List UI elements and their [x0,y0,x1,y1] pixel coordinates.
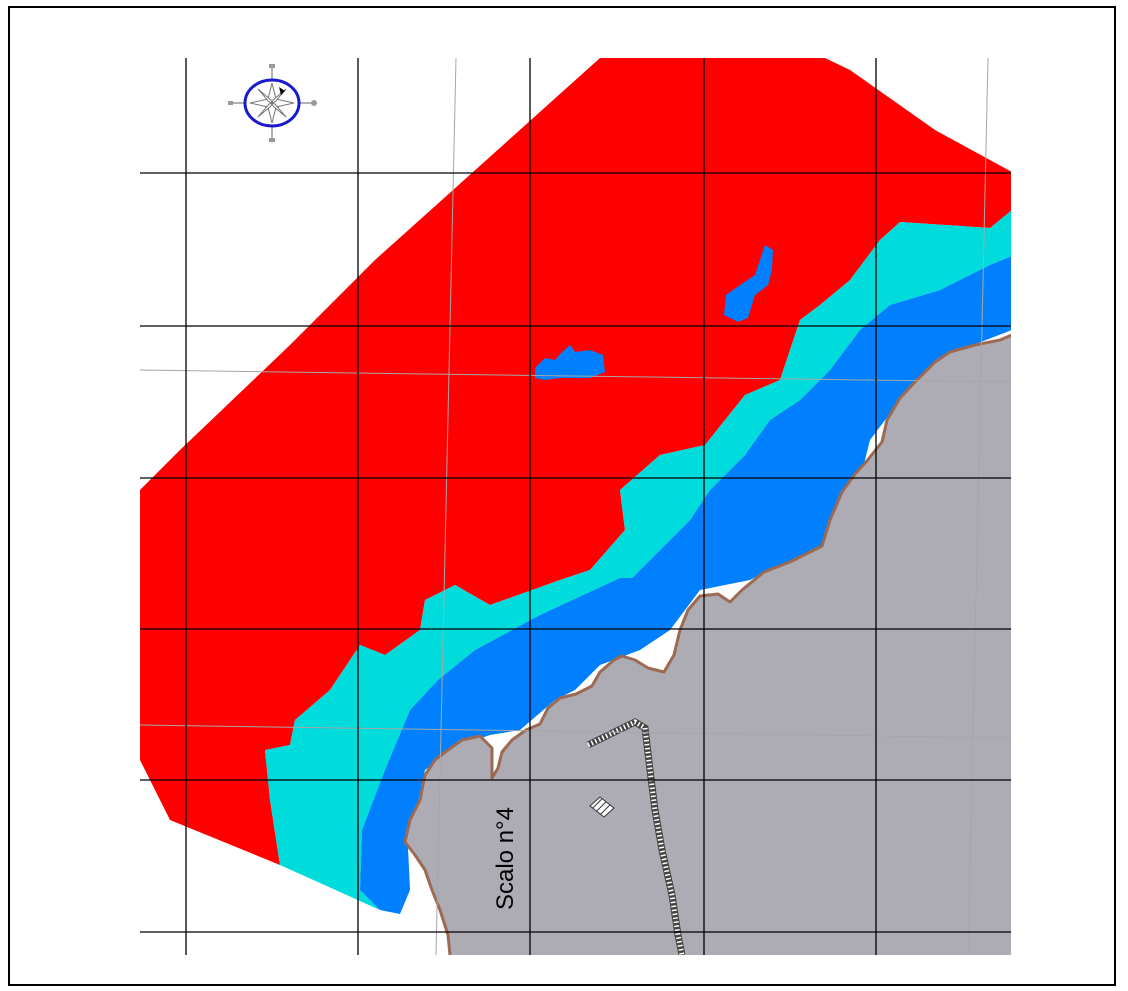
compass-rose-icon [228,64,317,142]
scalo-label: Scalo n°4 [492,807,519,910]
coastline [403,333,1011,955]
pier-structure [586,718,686,955]
map-grid [140,58,1011,955]
graticule [140,58,1011,955]
lake-east [724,245,773,322]
hatched-structure-icon [589,796,615,818]
land-area [405,335,1011,955]
zone-blue [360,256,1011,914]
lake-west [535,345,605,380]
zone-cyan [265,210,1011,910]
zone-red [140,58,1011,865]
